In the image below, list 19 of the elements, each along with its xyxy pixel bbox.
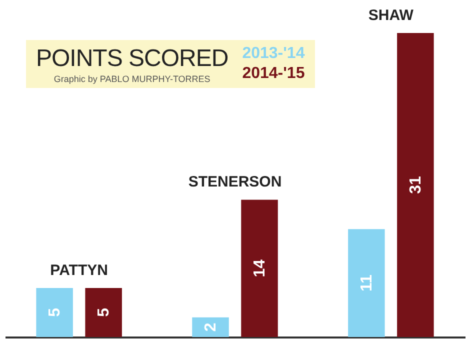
text: POINTS SCORED (36, 44, 228, 74)
data-label: 5 (96, 308, 113, 317)
data-label: 14 (252, 259, 269, 278)
bar (85, 288, 122, 337)
bar (241, 200, 278, 337)
text: 2014-'15 (242, 64, 305, 84)
bar (397, 33, 434, 337)
data-label: 5 (46, 308, 64, 317)
x-tick-label: PATTYN (50, 262, 108, 279)
text: 2013-'14 (242, 44, 305, 64)
data-label: 2 (202, 322, 220, 332)
bar (192, 317, 229, 337)
x-tick-label: STENERSON (188, 174, 282, 191)
annotation: Graphic by PABLO MURPHY-TORRES (52, 74, 212, 84)
data-label: 31 (407, 176, 424, 194)
bar (36, 288, 73, 337)
bar (348, 229, 385, 337)
data-label: 11 (358, 274, 376, 292)
x-tick-label: SHAW (368, 7, 414, 24)
